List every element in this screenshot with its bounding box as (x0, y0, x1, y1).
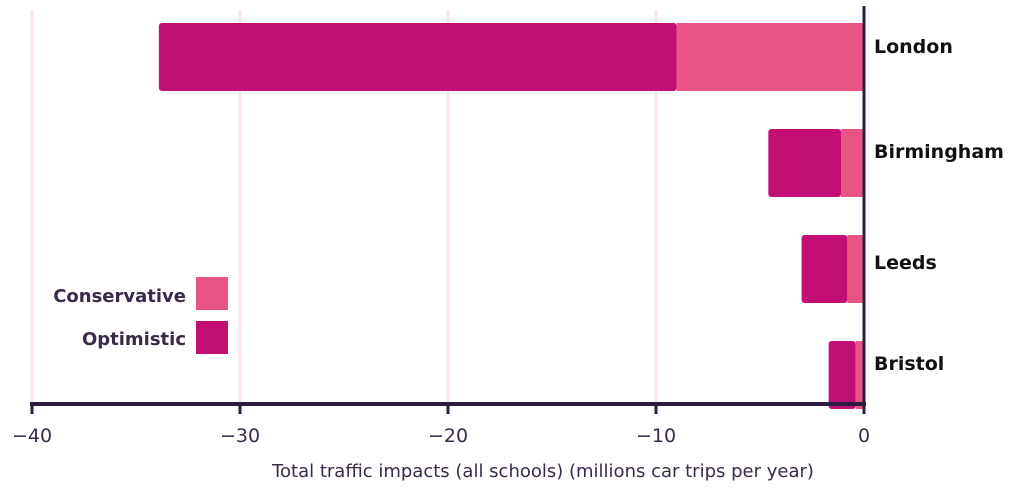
bar-conservative-bristol (855, 341, 864, 409)
category-label-leeds: Leeds (874, 252, 937, 274)
legend-swatch-optimistic (196, 321, 228, 354)
category-label-bristol: Bristol (874, 353, 944, 375)
x-tick-labels: −40 −30 −20 −10 0 (12, 425, 870, 447)
bar-optimistic-london (158, 23, 677, 91)
axes (30, 6, 866, 414)
bar-conservative-london (676, 23, 864, 91)
bar-conservative-birmingham (841, 129, 864, 197)
bar-conservative-leeds (847, 235, 864, 303)
legend-label-conservative: Conservative (53, 286, 186, 307)
bar-optimistic-leeds (801, 235, 848, 303)
x-tick-label: 0 (858, 425, 870, 447)
bars (158, 23, 864, 409)
category-labels: London Birmingham Leeds Bristol (874, 36, 1004, 375)
x-tick-label: −10 (636, 425, 676, 447)
category-label-london: London (874, 36, 953, 58)
category-label-birmingham: Birmingham (874, 141, 1004, 163)
legend-label-optimistic: Optimistic (82, 329, 186, 350)
bar-optimistic-bristol (828, 341, 856, 409)
legend-swatch-conservative (196, 277, 228, 310)
x-tick-label: −30 (220, 425, 260, 447)
x-tick-label: −40 (12, 425, 52, 447)
bar-optimistic-birmingham (768, 129, 842, 197)
legend: Conservative Optimistic (53, 277, 228, 354)
x-tick-label: −20 (428, 425, 468, 447)
x-axis-title: Total traffic impacts (all schools) (mil… (271, 461, 814, 482)
